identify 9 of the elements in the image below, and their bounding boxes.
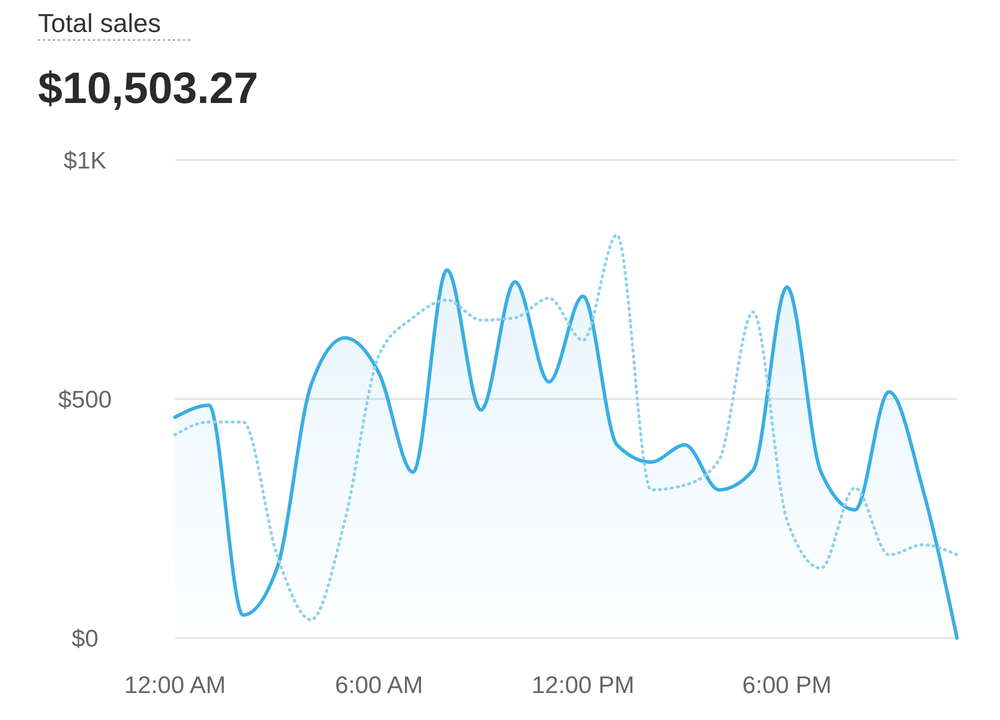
chart-subtitle: $10,503.27 [38,64,258,113]
y-tick-label: $1K [64,147,106,174]
x-tick-label: 6:00 AM [334,672,424,699]
x-tick-label: 12:00 AM [124,672,226,699]
x-tick-label: 12:00 PM [532,672,634,699]
y-tick-label: $0 [72,625,98,652]
chart-title: Total sales [38,8,161,38]
x-tick-label: 6:00 PM [742,672,832,699]
y-tick-label: $500 [58,386,112,414]
